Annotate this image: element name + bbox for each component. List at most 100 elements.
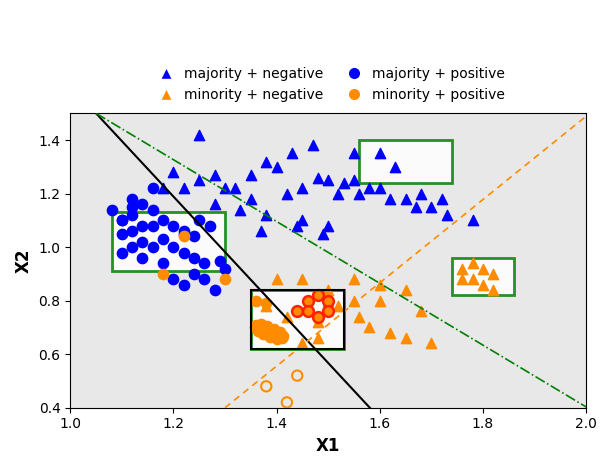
Point: [468, 259, 477, 267]
majority + negative: [293, 222, 302, 229]
minority + negative: [272, 275, 282, 283]
Bar: [111, 212, 225, 271]
majority + positive: [148, 206, 158, 213]
minority + positive: [263, 322, 272, 329]
majority + negative: [210, 171, 220, 179]
majority + negative: [339, 179, 349, 187]
majority + positive: [168, 222, 178, 229]
majority + negative: [437, 195, 447, 203]
minority + negative: [349, 275, 359, 283]
majority + negative: [297, 217, 307, 224]
majority + negative: [427, 203, 436, 211]
majority + negative: [385, 195, 395, 203]
minority + negative: [385, 329, 395, 337]
majority + positive: [106, 206, 116, 213]
minority + positive: [269, 325, 279, 332]
majority + positive: [117, 230, 127, 237]
Point: [457, 265, 467, 272]
majority + negative: [272, 163, 282, 171]
majority + positive: [168, 275, 178, 283]
majority + negative: [210, 201, 220, 208]
Point: [488, 270, 498, 278]
majority + positive: [220, 265, 230, 272]
Bar: [359, 140, 452, 183]
Point: [251, 297, 261, 305]
majority + negative: [375, 150, 385, 157]
majority + negative: [375, 185, 385, 192]
majority + positive: [148, 222, 158, 229]
Bar: [251, 290, 344, 349]
majority + negative: [354, 190, 364, 197]
Point: [159, 270, 168, 278]
minority + positive: [251, 321, 261, 329]
majority + positive: [210, 286, 220, 294]
majority + negative: [256, 227, 266, 235]
majority + negative: [168, 168, 178, 176]
Point: [323, 308, 333, 315]
Point: [303, 297, 313, 305]
majority + negative: [349, 176, 359, 184]
Point: [313, 313, 323, 321]
majority + positive: [168, 243, 178, 251]
majority + negative: [390, 163, 400, 171]
majority + negative: [365, 185, 375, 192]
majority + positive: [127, 195, 137, 203]
minority + negative: [354, 313, 364, 321]
Point: [293, 308, 302, 315]
minority + positive: [253, 327, 263, 334]
majority + negative: [195, 131, 204, 139]
majority + positive: [138, 201, 147, 208]
minority + negative: [297, 340, 307, 347]
Point: [282, 399, 292, 406]
minority + negative: [313, 334, 323, 342]
majority + negative: [231, 185, 241, 192]
majority + positive: [179, 249, 188, 256]
minority + positive: [277, 334, 286, 342]
minority + negative: [313, 318, 323, 326]
majority + positive: [200, 275, 209, 283]
majority + positive: [204, 222, 214, 229]
minority + negative: [334, 302, 343, 310]
majority + positive: [159, 217, 168, 224]
minority + negative: [365, 324, 375, 331]
minority + negative: [323, 286, 333, 294]
majority + positive: [117, 217, 127, 224]
majority + negative: [159, 185, 168, 192]
majority + positive: [127, 227, 137, 235]
Point: [313, 291, 323, 299]
majority + positive: [179, 281, 188, 289]
minority + positive: [258, 330, 268, 338]
majority + positive: [215, 257, 225, 264]
majority + negative: [349, 150, 359, 157]
majority + negative: [308, 141, 318, 149]
minority + negative: [323, 297, 333, 305]
majority + negative: [246, 195, 256, 203]
minority + positive: [278, 332, 288, 339]
majority + negative: [287, 150, 297, 157]
Point: [323, 297, 333, 305]
majority + negative: [318, 230, 328, 237]
Point: [261, 299, 271, 307]
majority + negative: [313, 174, 323, 181]
Y-axis label: X2: X2: [15, 248, 33, 273]
majority + negative: [246, 171, 256, 179]
minority + negative: [349, 297, 359, 305]
Bar: [251, 290, 344, 349]
minority + positive: [266, 333, 275, 341]
Point: [293, 372, 302, 379]
majority + positive: [189, 270, 199, 278]
majority + negative: [416, 190, 426, 197]
minority + positive: [250, 323, 260, 331]
Point: [478, 281, 488, 289]
majority + negative: [442, 212, 452, 219]
majority + negative: [282, 190, 292, 197]
Point: [468, 275, 477, 283]
minority + positive: [275, 329, 285, 336]
minority + positive: [256, 321, 266, 328]
minority + negative: [416, 308, 426, 315]
majority + negative: [334, 190, 343, 197]
majority + negative: [195, 176, 204, 184]
majority + negative: [297, 185, 307, 192]
Point: [261, 383, 271, 390]
majority + positive: [159, 259, 168, 267]
